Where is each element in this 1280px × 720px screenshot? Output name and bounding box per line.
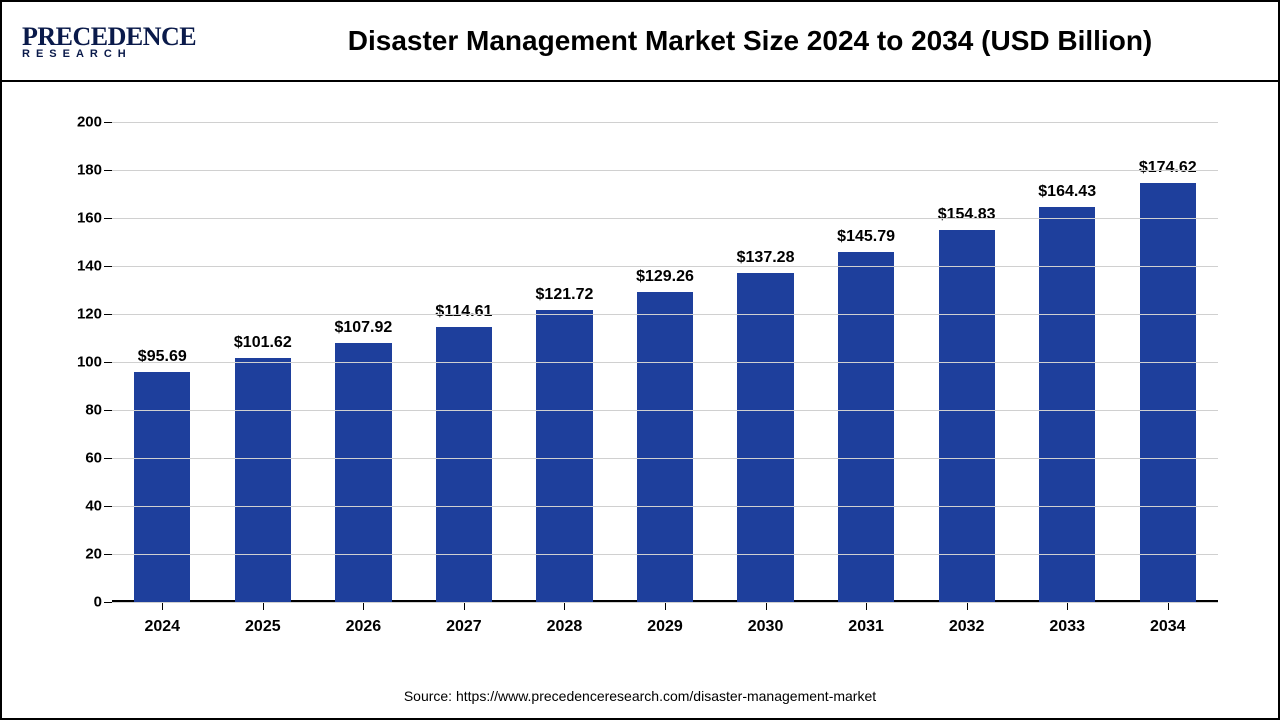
x-tick-mark xyxy=(162,602,163,610)
bar-value-label: $121.72 xyxy=(536,286,594,304)
y-tick-mark xyxy=(104,314,112,315)
bar xyxy=(134,372,190,602)
x-tick-mark xyxy=(1067,602,1068,610)
grid-line xyxy=(112,410,1218,411)
plot-region: $95.692024$101.622025$107.922026$114.612… xyxy=(112,122,1218,602)
grid-line xyxy=(112,362,1218,363)
y-tick-label: 120 xyxy=(62,306,102,323)
grid-line xyxy=(112,506,1218,507)
grid-line xyxy=(112,314,1218,315)
bar-value-label: $137.28 xyxy=(737,249,795,267)
y-tick-label: 140 xyxy=(62,258,102,275)
bar xyxy=(939,230,995,602)
bar-value-label: $107.92 xyxy=(334,319,392,337)
bar xyxy=(1140,183,1196,602)
bar-value-label: $154.83 xyxy=(938,206,996,224)
bar-value-label: $129.26 xyxy=(636,268,694,286)
y-tick-mark xyxy=(104,458,112,459)
y-tick-mark xyxy=(104,506,112,507)
x-tick-mark xyxy=(564,602,565,610)
bar-value-label: $101.62 xyxy=(234,334,292,352)
x-tick-mark xyxy=(866,602,867,610)
y-tick-label: 0 xyxy=(62,594,102,611)
x-tick-label: 2030 xyxy=(748,618,784,636)
x-tick-mark xyxy=(1168,602,1169,610)
y-tick-label: 40 xyxy=(62,498,102,515)
grid-line xyxy=(112,458,1218,459)
bar xyxy=(536,310,592,602)
bar xyxy=(235,358,291,602)
y-tick-label: 200 xyxy=(62,114,102,131)
grid-line xyxy=(112,170,1218,171)
bar xyxy=(335,343,391,602)
chart-area: $95.69 2024 $101.62 2025 $107.92 2026 $114.61 2… xyxy=(2,82,1278,682)
bar xyxy=(838,252,894,602)
x-tick-label: 2026 xyxy=(346,618,382,636)
grid-line xyxy=(112,218,1218,219)
x-tick-label: 2031 xyxy=(848,618,884,636)
y-tick-label: 80 xyxy=(62,402,102,419)
bar-value-label: $114.61 xyxy=(435,303,492,321)
header-row: PRECEDENCE RESEARCH Disaster Management … xyxy=(2,2,1278,82)
grid-line xyxy=(112,554,1218,555)
y-tick-mark xyxy=(104,170,112,171)
bar-value-label: $164.43 xyxy=(1038,183,1096,201)
x-tick-label: 2028 xyxy=(547,618,583,636)
bar-value-label: $145.79 xyxy=(837,228,895,246)
grid-line xyxy=(112,266,1218,267)
y-tick-label: 100 xyxy=(62,354,102,371)
logo-brand-sub: RESEARCH xyxy=(22,48,196,60)
x-tick-label: 2032 xyxy=(949,618,985,636)
logo-wrap: PRECEDENCE RESEARCH xyxy=(22,22,196,60)
y-tick-mark xyxy=(104,362,112,363)
y-tick-mark xyxy=(104,266,112,267)
x-tick-label: 2025 xyxy=(245,618,281,636)
x-tick-mark xyxy=(363,602,364,610)
y-tick-label: 160 xyxy=(62,210,102,227)
chart-container: PRECEDENCE RESEARCH Disaster Management … xyxy=(0,0,1280,720)
bar-value-label: $95.69 xyxy=(138,348,187,366)
y-tick-label: 180 xyxy=(62,162,102,179)
x-tick-mark xyxy=(967,602,968,610)
bar xyxy=(436,327,492,602)
y-tick-label: 20 xyxy=(62,546,102,563)
x-tick-label: 2033 xyxy=(1049,618,1085,636)
grid-line xyxy=(112,122,1218,123)
source-text: Source: https://www.precedenceresearch.c… xyxy=(2,682,1278,718)
x-tick-mark xyxy=(665,602,666,610)
x-tick-label: 2027 xyxy=(446,618,482,636)
y-tick-mark xyxy=(104,602,112,603)
x-tick-mark xyxy=(464,602,465,610)
y-tick-mark xyxy=(104,554,112,555)
bar xyxy=(637,292,693,602)
x-tick-label: 2029 xyxy=(647,618,683,636)
brand-logo: PRECEDENCE RESEARCH xyxy=(22,22,242,60)
bar xyxy=(737,273,793,602)
x-tick-label: 2034 xyxy=(1150,618,1186,636)
x-tick-label: 2024 xyxy=(144,618,180,636)
y-tick-label: 60 xyxy=(62,450,102,467)
y-tick-mark xyxy=(104,410,112,411)
x-tick-mark xyxy=(263,602,264,610)
bar-value-label: $174.62 xyxy=(1139,159,1197,177)
y-tick-mark xyxy=(104,122,112,123)
grid-line xyxy=(112,602,1218,603)
y-tick-mark xyxy=(104,218,112,219)
chart-title: Disaster Management Market Size 2024 to … xyxy=(242,25,1258,57)
x-tick-mark xyxy=(766,602,767,610)
